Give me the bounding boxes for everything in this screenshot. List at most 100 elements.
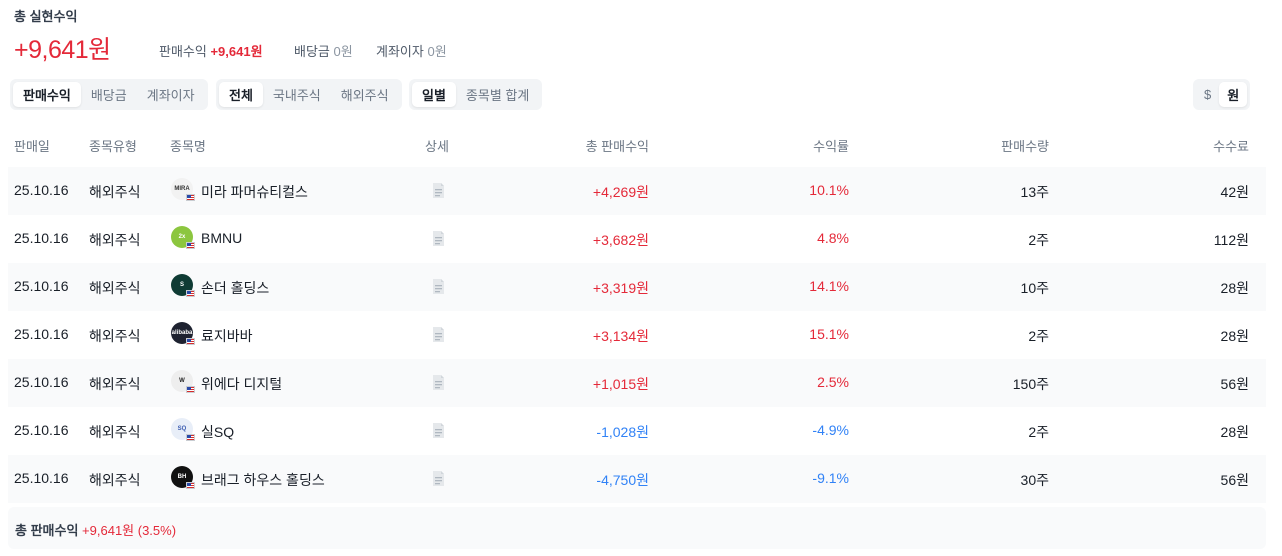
footer-label: 총 판매수익	[15, 523, 79, 538]
document-icon[interactable]	[432, 326, 445, 343]
document-icon[interactable]	[432, 182, 445, 199]
fee: 28원	[1220, 328, 1249, 344]
stock-name[interactable]: 브래그 하우스 홀딩스	[201, 472, 325, 488]
currency-won[interactable]: 원	[1219, 82, 1248, 107]
stock-name[interactable]: 료지바바	[201, 328, 253, 344]
tab-domestic-stocks[interactable]: 국내주식	[272, 88, 321, 103]
currency-segment: $ 원	[1193, 79, 1251, 110]
sold-quantity: 2주	[1028, 424, 1049, 440]
stock-type: 해외주식	[89, 280, 141, 296]
total-sales-profit: +3,682원	[592, 232, 649, 248]
stock-name[interactable]: 위에다 디지털	[201, 376, 283, 392]
realized-profit-header: 총 실현수익	[14, 6, 77, 25]
col-stock-name[interactable]: 종목명	[170, 139, 206, 154]
document-icon[interactable]	[432, 422, 445, 439]
total-sales-profit: +4,269원	[592, 184, 649, 200]
table-row[interactable]: 25.10.16 해외주식 2x BMNU +3,682원 4.8% 2주 112원	[8, 215, 1266, 263]
table-body: 25.10.16 해외주식 MIRA 미라 파머슈티컬스 +4,269원 10.1% 13주…	[8, 167, 1266, 503]
summary-account-interest: 계좌이자 0원	[376, 44, 447, 59]
document-icon[interactable]	[432, 374, 445, 391]
tab-all[interactable]: 전체	[219, 82, 263, 107]
sale-date: 25.10.16	[14, 374, 69, 390]
total-sales-profit: +3,134원	[592, 328, 649, 344]
total-sales-profit: +3,319원	[592, 280, 649, 296]
summary-dividend: 배당금 0원	[294, 44, 353, 59]
fee: 28원	[1220, 424, 1249, 440]
tab-foreign-stocks[interactable]: 해외주식	[340, 88, 389, 103]
us-flag-icon	[186, 434, 195, 441]
table-row[interactable]: 25.10.16 해외주식 MIRA 미라 파머슈티컬스 +4,269원 10.1% 13주…	[8, 167, 1266, 215]
tab-sales-profit[interactable]: 판매수익	[13, 82, 81, 107]
return-rate: 15.1%	[809, 326, 849, 342]
stock-type: 해외주식	[89, 328, 141, 344]
grouping-segment: 일별 종목별 합계	[409, 79, 543, 110]
stock-name[interactable]: 실SQ	[201, 424, 235, 440]
stock-type: 해외주식	[89, 376, 141, 392]
stock-type: 해외주식	[89, 424, 141, 440]
stock-type: 해외주식	[89, 472, 141, 488]
document-icon[interactable]	[432, 230, 445, 247]
us-flag-icon	[186, 482, 195, 489]
col-fee[interactable]: 수수료	[1213, 139, 1249, 154]
col-sale-date[interactable]: 판매일	[14, 139, 50, 154]
return-rate: 4.8%	[817, 230, 849, 246]
col-stock-type[interactable]: 종목유형	[89, 139, 137, 154]
sold-quantity: 150주	[1012, 376, 1049, 392]
total-sales-profit: -1,028원	[596, 424, 649, 440]
us-flag-icon	[186, 386, 195, 393]
sold-quantity: 2주	[1028, 328, 1049, 344]
tab-dividend[interactable]: 배당금	[90, 88, 127, 103]
us-flag-icon	[186, 242, 195, 249]
page-title: 총 실현수익	[14, 9, 78, 24]
fee: 112원	[1213, 232, 1249, 248]
table-row[interactable]: 25.10.16 해외주식 W 위에다 디지털 +1,015원 2.5% 150주 56원	[8, 359, 1266, 407]
summary-sales-profit: 판매수익 +9,641원	[159, 44, 263, 59]
total-summary: +9,641원 판매수익 +9,641원 배당금 0원 계좌이자 0원	[14, 30, 714, 64]
stock-name[interactable]: BMNU	[201, 230, 243, 246]
document-icon[interactable]	[432, 470, 445, 487]
sale-date: 25.10.16	[14, 470, 69, 486]
tab-by-stock-total[interactable]: 종목별 합계	[465, 88, 530, 103]
total-sales-profit: -4,750원	[596, 472, 649, 488]
fee: 28원	[1220, 280, 1249, 296]
sold-quantity: 2주	[1028, 232, 1049, 248]
total-sales-profit: +1,015원	[592, 376, 649, 392]
sale-date: 25.10.16	[14, 422, 69, 438]
us-flag-icon	[186, 338, 195, 345]
col-total-sales-profit[interactable]: 총 판매수익	[585, 139, 649, 154]
return-rate: 14.1%	[809, 278, 849, 294]
tab-daily[interactable]: 일별	[412, 82, 456, 107]
footer-value: +9,641원 (3.5%)	[82, 523, 177, 538]
fee: 56원	[1220, 472, 1249, 488]
table-footer: 총 판매수익 +9,641원 (3.5%)	[8, 507, 1266, 549]
sale-date: 25.10.16	[14, 182, 69, 198]
return-rate: 10.1%	[809, 182, 849, 198]
currency-dollar[interactable]: $	[1204, 87, 1212, 102]
document-icon[interactable]	[432, 278, 445, 295]
sale-date: 25.10.16	[14, 278, 69, 294]
us-flag-icon	[186, 194, 195, 201]
col-sold-quantity[interactable]: 판매수량	[1001, 139, 1049, 154]
stock-name[interactable]: 미라 파머슈티컬스	[201, 184, 308, 200]
table-row[interactable]: 25.10.16 해외주식 SQ 실SQ -1,028원 -4.9% 2주 28원	[8, 407, 1266, 455]
footer-total: 총 판매수익 +9,641원 (3.5%)	[15, 520, 176, 539]
col-return-rate[interactable]: 수익률	[813, 139, 849, 154]
market-segment: 전체 국내주식 해외주식	[216, 79, 402, 110]
table-row[interactable]: 25.10.16 해외주식 alibaba 료지바바 +3,134원 15.1% 2주 28원	[8, 311, 1266, 359]
stock-type: 해외주식	[89, 232, 141, 248]
table-row[interactable]: 25.10.16 해외주식 BH 브래그 하우스 홀딩스 -4,750원 -9.1% 30주…	[8, 455, 1266, 503]
table-row[interactable]: 25.10.16 해외주식 S 손더 홀딩스 +3,319원 14.1% 10주 28원	[8, 263, 1266, 311]
sold-quantity: 13주	[1020, 184, 1049, 200]
fee: 42원	[1220, 184, 1249, 200]
total-realized-profit: +9,641원	[14, 36, 111, 64]
return-rate: -4.9%	[812, 422, 849, 438]
stock-type: 해외주식	[89, 184, 141, 200]
profit-type-segment: 판매수익 배당금 계좌이자	[10, 79, 208, 110]
us-flag-icon	[186, 290, 195, 297]
sold-quantity: 10주	[1020, 280, 1049, 296]
stock-name[interactable]: 손더 홀딩스	[201, 280, 270, 296]
sale-date: 25.10.16	[14, 230, 69, 246]
fee: 56원	[1220, 376, 1249, 392]
tab-account-interest[interactable]: 계좌이자	[146, 88, 195, 103]
sold-quantity: 30주	[1020, 472, 1049, 488]
